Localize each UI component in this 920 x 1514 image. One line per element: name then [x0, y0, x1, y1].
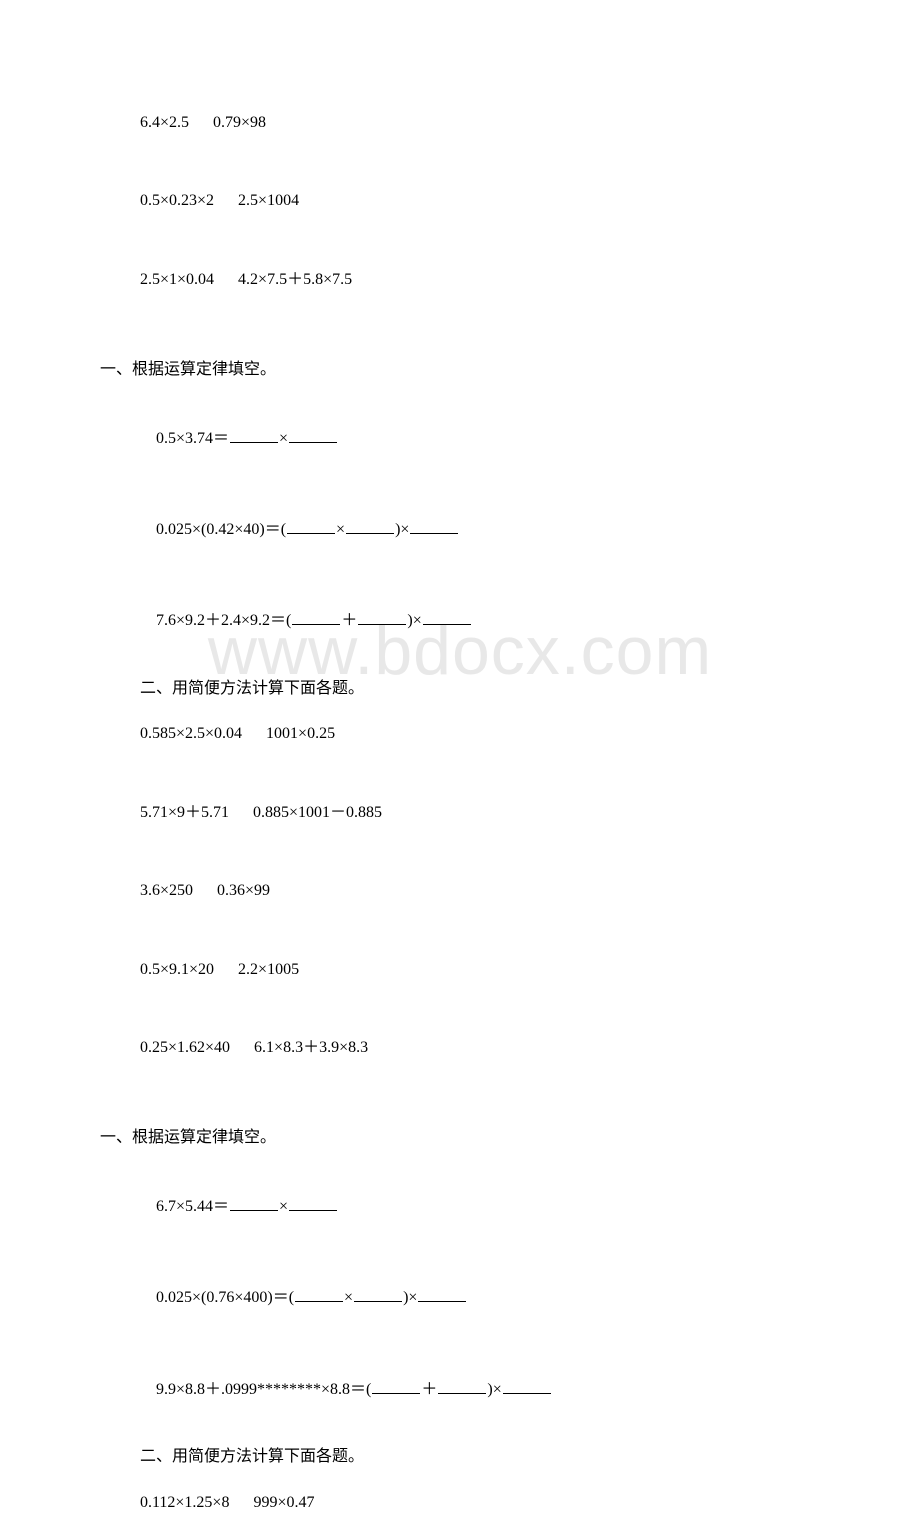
blank-field[interactable]: [358, 609, 406, 625]
fill-text: 0.5×3.74＝: [156, 430, 229, 447]
blank-field[interactable]: [289, 1195, 337, 1211]
calc-line: 0.5×9.1×20 2.2×1005: [140, 959, 920, 981]
calc-line: 6.4×2.5 0.79×98: [140, 112, 920, 134]
blank-field[interactable]: [354, 1286, 402, 1302]
blank-field[interactable]: [292, 609, 340, 625]
calc-line: 0.112×1.25×8 999×0.47: [140, 1492, 920, 1514]
document-content: 6.4×2.5 0.79×98 0.5×0.23×2 2.5×1004 2.5×…: [140, 112, 920, 1514]
blank-field[interactable]: [346, 518, 394, 534]
blank-field[interactable]: [230, 1195, 278, 1211]
calc-line: 0.585×2.5×0.04 1001×0.25: [140, 723, 920, 745]
fill-blank-line: 0.025×(0.76×400)＝( × )×: [140, 1264, 920, 1332]
fill-blank-line: 6.7×5.44＝ ×: [140, 1173, 920, 1241]
fill-text: )×: [407, 612, 421, 629]
blank-field[interactable]: [372, 1378, 420, 1394]
fill-text: ×: [336, 521, 345, 538]
fill-text: ×: [279, 430, 288, 447]
section-header: 一、根据运算定律填空。: [100, 1127, 920, 1149]
fill-text: ×: [344, 1289, 353, 1306]
blank-field[interactable]: [503, 1378, 551, 1394]
section-header: 一、根据运算定律填空。: [100, 359, 920, 381]
fill-text: )×: [403, 1289, 417, 1306]
sub-section-header: 二、用简便方法计算下面各题。: [140, 1446, 920, 1468]
fill-text: 0.025×(0.76×400)＝(: [156, 1289, 294, 1306]
fill-blank-line: 0.5×3.74＝ ×: [140, 405, 920, 473]
fill-blank-line: 7.6×9.2＋2.4×9.2＝( ＋ )×: [140, 587, 920, 655]
blank-field[interactable]: [287, 518, 335, 534]
fill-text: ＋: [341, 612, 357, 629]
blank-field[interactable]: [418, 1286, 466, 1302]
blank-field[interactable]: [410, 518, 458, 534]
blank-field[interactable]: [438, 1378, 486, 1394]
blank-field[interactable]: [295, 1286, 343, 1302]
fill-text: ＋: [421, 1381, 437, 1398]
fill-blank-line: 0.025×(0.42×40)＝( × )×: [140, 496, 920, 564]
calc-line: 5.71×9＋5.71 0.885×1001－0.885: [140, 802, 920, 824]
blank-field[interactable]: [230, 427, 278, 443]
fill-blank-line: 9.9×8.8＋.0999********×8.8＝( ＋ )×: [140, 1355, 920, 1423]
fill-text: 0.025×(0.42×40)＝(: [156, 521, 286, 538]
fill-text: 7.6×9.2＋2.4×9.2＝(: [156, 612, 291, 629]
fill-text: 6.7×5.44＝: [156, 1198, 229, 1215]
fill-text: 9.9×8.8＋.0999********×8.8＝(: [156, 1381, 371, 1398]
calc-line: 0.25×1.62×40 6.1×8.3＋3.9×8.3: [140, 1037, 920, 1059]
fill-text: )×: [395, 521, 409, 538]
calc-line: 3.6×250 0.36×99: [140, 880, 920, 902]
fill-text: ×: [279, 1198, 288, 1215]
calc-line: 0.5×0.23×2 2.5×1004: [140, 190, 920, 212]
sub-section-header: 二、用简便方法计算下面各题。: [140, 678, 920, 700]
blank-field[interactable]: [423, 609, 471, 625]
fill-text: )×: [487, 1381, 501, 1398]
blank-field[interactable]: [289, 427, 337, 443]
calc-line: 2.5×1×0.04 4.2×7.5＋5.8×7.5: [140, 269, 920, 291]
